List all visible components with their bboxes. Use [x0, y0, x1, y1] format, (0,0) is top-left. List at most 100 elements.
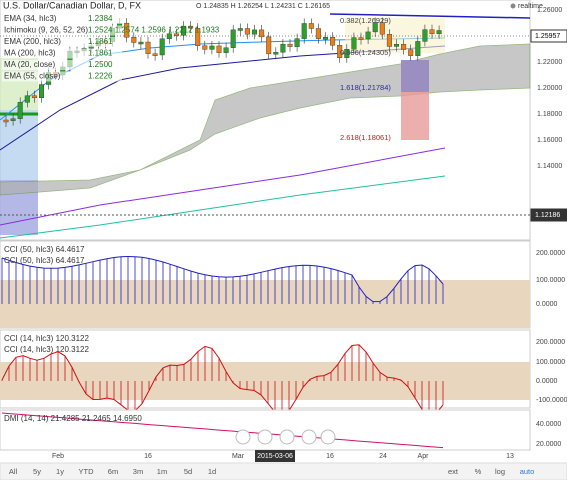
candle: [145, 41, 151, 54]
candle: [209, 45, 215, 50]
range-button[interactable]: 1d: [208, 467, 216, 476]
candle: [422, 29, 428, 42]
time-badge-label: 2015-03-06: [257, 453, 293, 460]
range-button[interactable]: 5d: [184, 467, 192, 476]
pane-axis-label: 100.0000: [536, 359, 565, 366]
pane-axis-label: 0.0000: [536, 378, 558, 385]
candle: [408, 49, 414, 56]
range-button[interactable]: 6m: [108, 467, 118, 476]
candle: [216, 45, 222, 53]
range-button[interactable]: 1y: [56, 467, 64, 476]
candle: [180, 25, 186, 36]
time-label: 13: [506, 453, 514, 460]
status-dot: [510, 3, 516, 9]
candle: [24, 95, 30, 103]
range-button[interactable]: 3m: [133, 467, 143, 476]
candle: [17, 102, 23, 119]
pane-legend: CCI (50, hlc3) 64.4617: [4, 245, 85, 254]
option-button[interactable]: ext: [448, 467, 459, 476]
candle: [394, 43, 400, 47]
candle: [10, 118, 16, 121]
candle: [337, 45, 343, 58]
candle: [124, 22, 130, 38]
zoom-button[interactable]: [320, 429, 336, 445]
price-badge: [530, 29, 567, 43]
time-label: 24: [379, 453, 387, 460]
candle: [266, 36, 272, 55]
pane-legend: DMI (14, 14) 21.4285 21.2465 14.6950: [4, 414, 142, 423]
pane-axis-label: 100.0000: [536, 277, 565, 284]
price-label: 1.20000: [537, 85, 562, 92]
indicator-line: [1, 255, 444, 303]
candle: [131, 37, 137, 43]
time-label: Feb: [52, 453, 64, 460]
fib-label: 2.618(1.18061): [340, 133, 391, 142]
legend-values: 1.1861: [88, 49, 113, 58]
pane-legend: CCI (14, hlc3) 120.3122: [4, 345, 89, 354]
candle: [287, 43, 293, 47]
legend-name: MA (200, hlc3): [4, 49, 56, 58]
legend-name: MA (20, close): [4, 60, 55, 69]
option-button[interactable]: auto: [520, 467, 535, 476]
indicator-line: [1, 344, 444, 416]
fib-box: [345, 18, 445, 53]
range-button[interactable]: 5y: [33, 467, 41, 476]
zoom-button[interactable]: [257, 429, 273, 445]
option-button[interactable]: log: [495, 467, 505, 476]
candle: [251, 29, 257, 35]
legend-values: 1.2384: [88, 14, 113, 23]
candle: [401, 43, 407, 50]
zoom-button[interactable]: [235, 429, 251, 445]
candle: [202, 45, 208, 50]
candle: [188, 25, 194, 29]
option-button[interactable]: %: [475, 467, 482, 476]
range-button[interactable]: 1m: [157, 467, 167, 476]
pane-band: [0, 362, 530, 400]
candle: [237, 28, 243, 31]
legend-name: EMA (34, hlc3): [4, 14, 57, 23]
ema-200: [0, 175, 446, 239]
status: realtime: [518, 3, 543, 10]
indicator-line: [1, 412, 444, 449]
zoom-button[interactable]: [279, 429, 295, 445]
price-label: 1.26000: [537, 7, 562, 14]
legend-name: Ichimoku (9, 26, 52, 26): [4, 26, 88, 35]
pane-legend: CCI (50, hlc3) 64.4617: [4, 256, 85, 265]
legend-bg: [2, 37, 122, 47]
candle: [415, 41, 421, 56]
candle: [351, 37, 357, 50]
pane-axis-label: 200.0000: [536, 250, 565, 257]
range-button[interactable]: All: [9, 467, 18, 476]
candle: [273, 52, 279, 55]
price-label: 1.16000: [537, 137, 562, 144]
legend-values: 1.2226: [88, 72, 113, 81]
legend-bg: [2, 71, 122, 82]
candle: [344, 49, 350, 58]
pane-axis-label: 0.0000: [536, 301, 558, 308]
price-label: 1.14000: [537, 163, 562, 170]
zoom-button[interactable]: [301, 429, 317, 445]
candle: [429, 29, 435, 34]
legend-bg: [2, 25, 122, 36]
candle: [323, 37, 329, 40]
fib-label: 0.382(1.26929): [340, 16, 391, 25]
pane-legend: CCI (14, hlc3) 120.3122: [4, 334, 89, 343]
candle: [330, 37, 336, 46]
candle: [259, 29, 265, 38]
fib-zone: [401, 60, 429, 92]
candle: [152, 53, 158, 56]
legend-name: EMA (55, close): [4, 72, 61, 81]
candle: [39, 84, 45, 99]
pane-band: [0, 280, 530, 328]
pane-axis-label: -100.0000: [536, 397, 567, 404]
range-button[interactable]: YTD: [79, 467, 95, 476]
candle: [372, 22, 378, 33]
legend-values: 1.2524 1.2574 1.2596 1.2212 1.1933: [88, 26, 220, 35]
symbol-title: U.S. Dollar/Canadian Dollar, D, FX: [3, 0, 141, 10]
legend-values: 1.1861: [88, 37, 113, 46]
legend-bg: [2, 60, 122, 70]
price-label: 1.18000: [537, 111, 562, 118]
price-label: 1.22000: [537, 59, 562, 66]
price-badge: [530, 208, 567, 222]
